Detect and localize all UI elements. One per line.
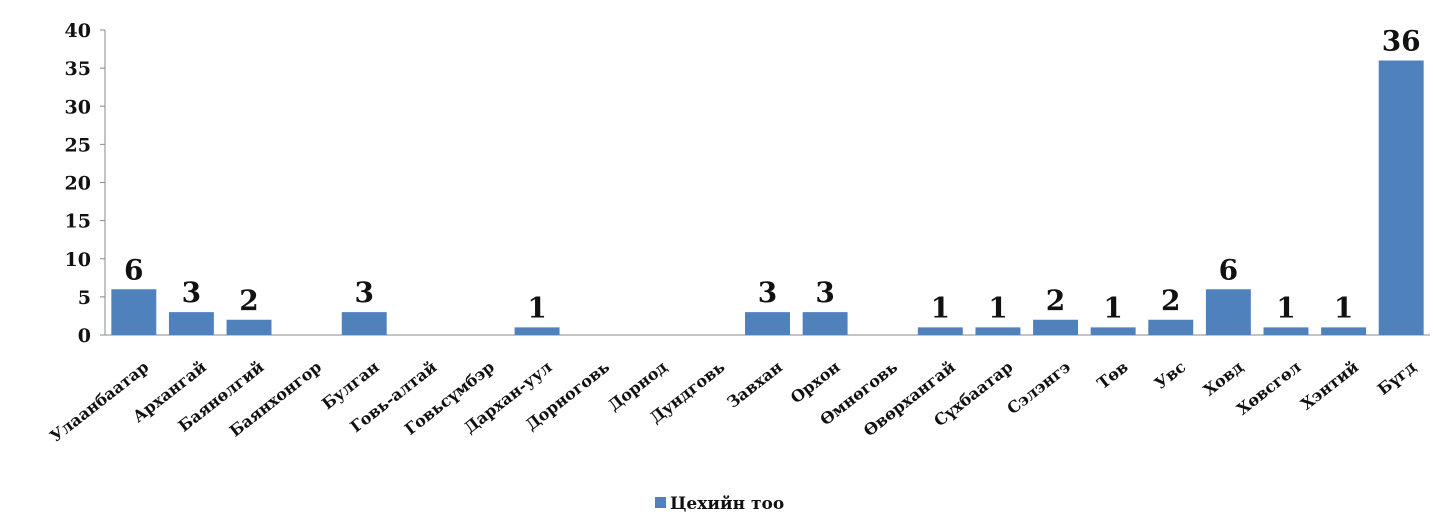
bar — [341, 312, 387, 335]
legend-label: Цехийн тоо — [670, 494, 784, 514]
bar — [917, 327, 963, 335]
data-label: 6 — [124, 253, 143, 286]
bar — [168, 312, 214, 335]
x-tick-label: Сэлэнгэ — [1003, 357, 1074, 418]
y-tick-label: 40 — [65, 20, 91, 42]
data-label: 1 — [527, 291, 546, 324]
y-tick-label: 0 — [78, 325, 91, 347]
bar — [1148, 319, 1194, 335]
x-tick-label: Төв — [1093, 357, 1131, 393]
bar — [745, 312, 790, 335]
y-tick-label: 20 — [65, 173, 91, 195]
y-tick-label: 35 — [65, 58, 91, 80]
data-label: 2 — [1161, 284, 1180, 317]
x-tick-label: Завхан — [723, 357, 786, 412]
y-axis-ticks: 0 5 10 15 20 25 30 35 40 — [65, 20, 105, 347]
y-tick-label: 15 — [65, 211, 91, 233]
x-tick-label: Улаанбаатар — [46, 357, 152, 446]
data-label: 1 — [1334, 291, 1353, 324]
data-label: 36 — [1382, 25, 1421, 58]
data-label: 2 — [1046, 284, 1065, 317]
x-tick-label: Хөвсгөл — [1233, 357, 1304, 419]
bar — [975, 327, 1021, 335]
x-tick-label: Хэнтий — [1297, 357, 1362, 414]
data-label: 3 — [182, 276, 201, 309]
legend-swatch — [655, 497, 666, 508]
bar — [1378, 60, 1424, 335]
data-label: 3 — [354, 276, 373, 309]
bar — [1321, 327, 1367, 335]
x-tick-label: Бүгд — [1374, 357, 1420, 399]
data-label: 3 — [758, 276, 777, 309]
data-labels: 6 3 2 3 1 3 3 1 1 2 1 2 6 1 1 36 — [124, 25, 1421, 325]
bar — [226, 319, 272, 335]
bar — [1263, 327, 1309, 335]
x-tick-label: Увс — [1151, 357, 1190, 393]
y-tick-label: 10 — [65, 249, 91, 271]
data-label: 6 — [1219, 253, 1238, 286]
data-label: 2 — [239, 284, 258, 317]
x-tick-label: Ховд — [1200, 357, 1247, 400]
bar — [514, 327, 560, 335]
data-label: 3 — [815, 276, 834, 309]
bar — [1033, 319, 1079, 335]
legend: Цехийн тоо — [655, 494, 784, 514]
data-label: 1 — [1103, 291, 1122, 324]
bar — [1090, 327, 1136, 335]
y-tick-label: 25 — [65, 134, 91, 156]
data-label: 1 — [988, 291, 1007, 324]
y-tick-label: 30 — [65, 96, 91, 118]
data-label: 1 — [931, 291, 950, 324]
bars — [111, 60, 1424, 335]
y-tick-label: 5 — [78, 287, 91, 309]
bar — [111, 289, 157, 335]
data-label: 1 — [1276, 291, 1295, 324]
bar — [1205, 289, 1251, 335]
bar — [802, 312, 848, 335]
x-axis-tick-labels: УлаанбаатарАрхангайБаянөлгийБаянхонгорБу… — [46, 357, 1420, 446]
